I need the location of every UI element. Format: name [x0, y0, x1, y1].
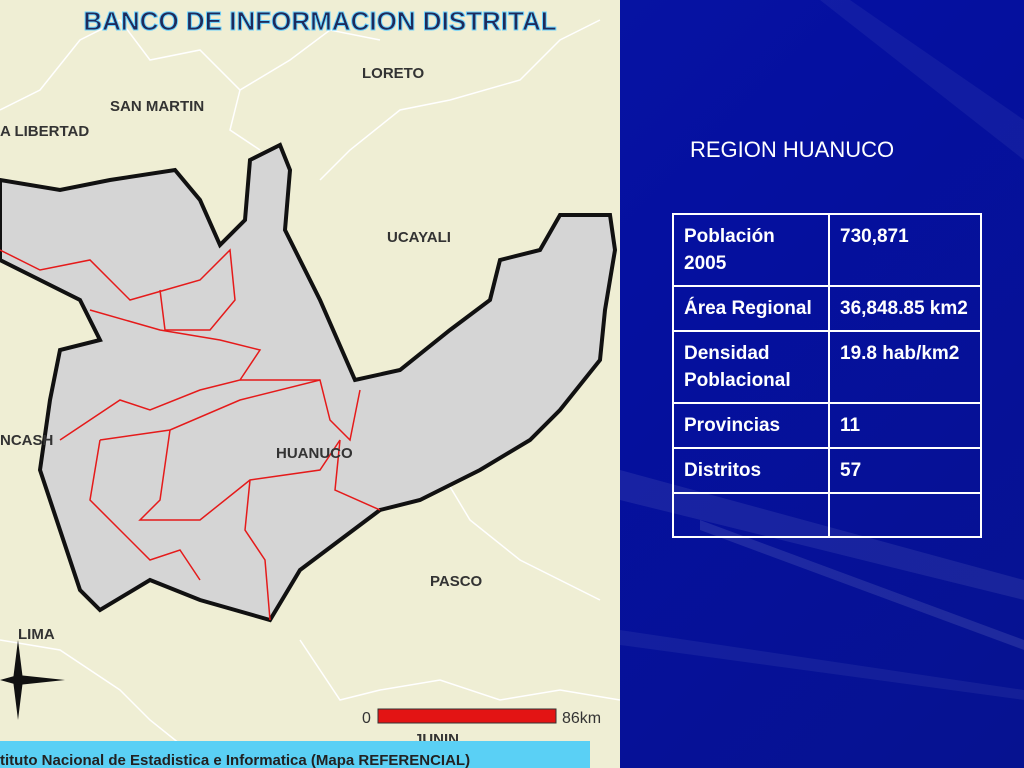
table-row: Distritos 57: [672, 447, 982, 494]
region-heading: REGION HUANUCO: [690, 137, 895, 162]
table-cell: 36,848.85 km2: [828, 285, 982, 332]
table-row: Área Regional 36,848.85 km2: [672, 285, 982, 332]
map-footer: tituto Nacional de Estadistica e Informa…: [0, 752, 470, 768]
data-table: Población 2005 730,871 Área Regional 36,848…: [672, 213, 982, 538]
map-label: LIMA: [18, 626, 55, 643]
map-label: PASCO: [430, 573, 483, 590]
scale-start: 0: [362, 710, 371, 727]
table-cell: Provincias: [672, 402, 830, 449]
table-row: Densidad Poblacional 19.8 hab/km2: [672, 330, 982, 404]
table-cell: Distritos: [672, 447, 830, 494]
table-cell: 57: [828, 447, 982, 494]
table-row: Población 2005 730,871: [672, 213, 982, 287]
table-cell: 730,871: [828, 213, 982, 287]
table-row: Provincias 11: [672, 402, 982, 449]
map-label: UCAYALI: [387, 229, 451, 246]
table-cell: Población 2005: [672, 213, 830, 287]
map-label: A LIBERTAD: [0, 123, 89, 140]
scale-bar: [377, 708, 557, 724]
table-cell: 11: [828, 402, 982, 449]
empty-row: [672, 492, 982, 538]
compass: [0, 640, 65, 720]
map-title: BANCO DE INFORMACION DISTRITAL: [83, 6, 556, 36]
map-label: NCASH: [0, 432, 53, 449]
district-boundaries: [0, 248, 381, 621]
map-label: LORETO: [362, 65, 425, 82]
scale-end: 86km: [562, 710, 601, 727]
map-label: HUANUCO: [276, 445, 353, 462]
table-cell: 19.8 hab/km2: [828, 330, 982, 404]
map: BANCO DE INFORMACION DISTRITAL LORETO SA…: [0, 0, 620, 768]
table-cell: Densidad Poblacional: [672, 330, 830, 404]
map-label: SAN MARTIN: [110, 98, 204, 115]
footer-band: [0, 741, 590, 768]
table-cell: Área Regional: [672, 285, 830, 332]
